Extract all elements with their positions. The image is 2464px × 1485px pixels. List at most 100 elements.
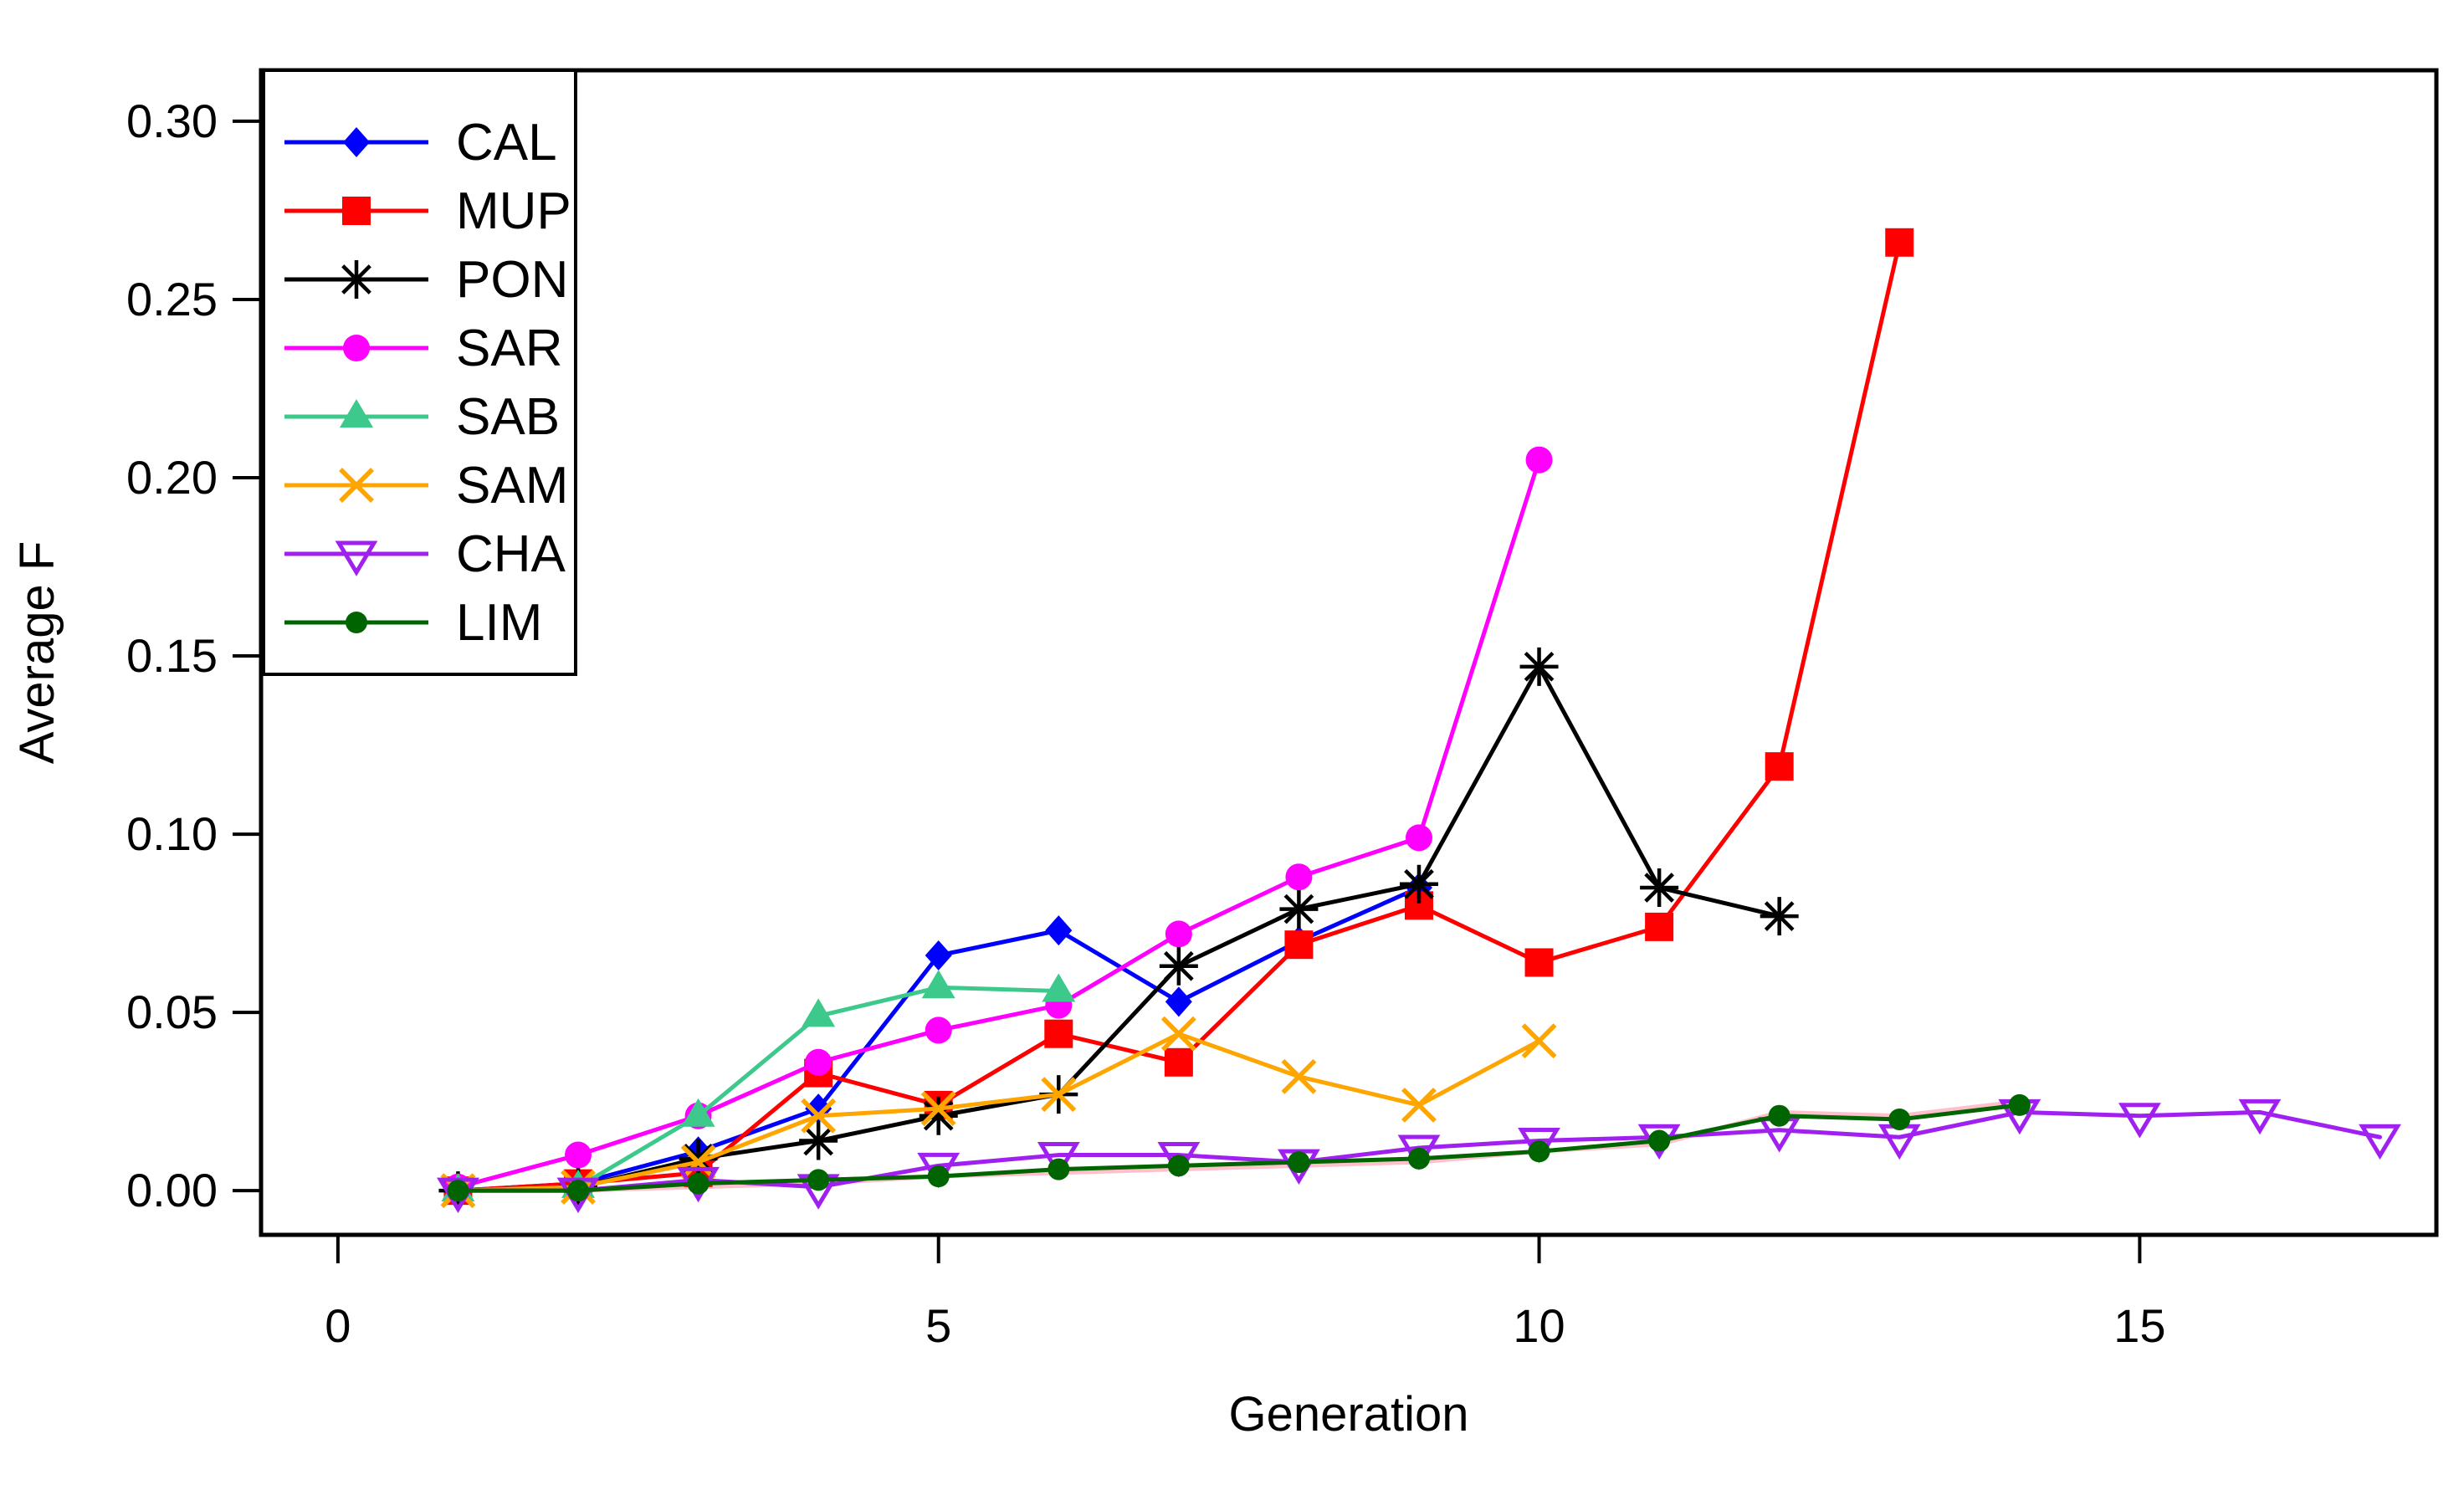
- legend-label-LIM: LIM: [456, 594, 542, 652]
- legend-label-SAR: SAR: [456, 320, 562, 377]
- y-tick-label-0.00: 0.00: [126, 1164, 218, 1216]
- series-LIM-marker: [1407, 1147, 1430, 1170]
- legend-label-SAB: SAB: [456, 388, 560, 446]
- series-MUP-marker: [1765, 752, 1794, 781]
- series-PON-marker: [799, 1121, 838, 1160]
- series-LIM-marker: [1288, 1151, 1310, 1174]
- series-SAM-marker: [1521, 1023, 1557, 1059]
- series-SAR-marker: [1285, 863, 1313, 891]
- series-SAM-line: [455, 1032, 1542, 1193]
- series-SAM-marker: [801, 1098, 837, 1134]
- series-SAR-marker: [565, 1141, 592, 1169]
- series-SAM-marker: [920, 1091, 956, 1127]
- plot-border: [259, 68, 2439, 1237]
- series-CHA-marker: [917, 1152, 960, 1189]
- legend-marker-LIM: [346, 612, 367, 633]
- legend-label-PON: PON: [456, 251, 568, 309]
- series-PON-line: [455, 664, 1782, 1193]
- y-tick-label-0.15: 0.15: [126, 629, 218, 682]
- y-tick-label-0.10: 0.10: [126, 807, 218, 860]
- y-axis-title: Average F: [10, 541, 64, 765]
- legend-box: [262, 69, 577, 676]
- legend-marker-PON: [337, 260, 376, 299]
- series-CAL-marker: [925, 940, 952, 970]
- legend-entry-LIM: LIM: [284, 594, 542, 652]
- series-LIM-marker: [1167, 1155, 1190, 1177]
- series-PON-marker: [1640, 868, 1679, 907]
- legend-marker-SAB: [340, 399, 373, 428]
- series-PON: [438, 647, 1799, 1211]
- series-SAR-line: [455, 458, 1542, 1190]
- series-CHA-marker: [2118, 1103, 2161, 1139]
- series-PON-marker: [1159, 946, 1198, 986]
- series-PON-marker: [1760, 897, 1799, 936]
- series-CAL-marker: [1045, 915, 1073, 946]
- x-tick-label-5: 5: [925, 1299, 951, 1352]
- series-CHA-marker: [1518, 1128, 1560, 1164]
- series-CAL-marker: [1165, 986, 1192, 1017]
- legend-label-SAM: SAM: [456, 457, 568, 515]
- legend-label-CAL: CAL: [456, 114, 557, 172]
- legend-marker-SAR: [343, 335, 370, 361]
- series-CHA-marker: [1037, 1142, 1080, 1178]
- legend-marker-CAL: [343, 127, 370, 157]
- series-MUP: [443, 228, 1914, 1206]
- series-CHA-marker: [1157, 1142, 1201, 1178]
- series-SAM-marker: [1160, 1016, 1196, 1052]
- series-SAR-marker: [1165, 920, 1192, 948]
- legend-entry-CHA: CHA: [284, 525, 566, 583]
- y-tick-label-0.05: 0.05: [126, 986, 218, 1038]
- series-SAB-marker: [1042, 973, 1076, 1002]
- series-SAR-marker: [1405, 824, 1432, 852]
- legend-marker-CHA: [335, 540, 378, 576]
- y-axis: 0.00 0.05 0.10 0.15 0.20 0.25 0.30: [126, 95, 261, 1216]
- legend-label-CHA: CHA: [456, 525, 566, 583]
- series-LIM-marker: [1528, 1140, 1550, 1163]
- series-SAM-marker: [680, 1144, 716, 1180]
- legend: CAL MUP PON SAR SAB SAM CHA LIM: [262, 69, 577, 676]
- series-LIM-marker: [1648, 1129, 1671, 1152]
- legend-entry-SAM: SAM: [284, 457, 568, 515]
- legend-entry-SAR: SAR: [284, 320, 562, 377]
- legend-entry-PON: PON: [284, 251, 568, 309]
- series-SAB-marker: [921, 970, 955, 999]
- series-SAR-marker: [925, 1016, 952, 1044]
- series-LIM-line: [455, 1103, 2022, 1193]
- series-LIM: [447, 1093, 2031, 1202]
- legend-label-MUP: MUP: [456, 182, 571, 240]
- legend-marker-SAM: [339, 468, 374, 503]
- series-SAM-marker: [1281, 1058, 1317, 1094]
- y-tick-label-0.20: 0.20: [126, 451, 218, 504]
- series-LIM-marker: [1768, 1104, 1790, 1127]
- series-CHA-marker: [1397, 1134, 1441, 1170]
- series-LIM-marker: [1048, 1158, 1070, 1180]
- x-tick-label-0: 0: [325, 1299, 351, 1352]
- series-PON-marker: [1399, 864, 1438, 904]
- x-axis-title: Generation: [1229, 1387, 1469, 1441]
- series-SAM-marker: [1401, 1087, 1437, 1123]
- y-tick-label-0.25: 0.25: [126, 273, 218, 325]
- legend-entry-SAB: SAB: [284, 388, 560, 446]
- series-MUP-marker: [1044, 1019, 1073, 1048]
- series-PON-marker: [919, 1096, 958, 1135]
- series-MUP-marker: [1164, 1047, 1193, 1077]
- x-axis: 0 5 10 15: [325, 1235, 2166, 1352]
- series-SAB-marker: [681, 1098, 715, 1127]
- x-tick-label-15: 15: [2113, 1299, 2165, 1352]
- series-SAB-marker: [802, 998, 836, 1027]
- series-MUP-marker: [1645, 912, 1674, 941]
- series-LIM-marker: [447, 1180, 469, 1202]
- x-tick-label-10: 10: [1513, 1299, 1565, 1352]
- series-MUP-marker: [1284, 930, 1314, 960]
- series-SAR-marker: [1525, 446, 1553, 474]
- series-LIM-marker: [687, 1172, 709, 1195]
- series-MUP-marker: [1885, 228, 1914, 257]
- series-MUP-marker: [1524, 948, 1554, 977]
- series-SAM-marker: [1041, 1077, 1077, 1113]
- legend-entry-MUP: MUP: [284, 182, 571, 240]
- series-LIM-marker: [1888, 1108, 1911, 1130]
- series-CHA-marker: [2359, 1124, 2401, 1160]
- series-PON-marker: [1519, 647, 1559, 686]
- y-tick-label-0.30: 0.30: [126, 95, 218, 147]
